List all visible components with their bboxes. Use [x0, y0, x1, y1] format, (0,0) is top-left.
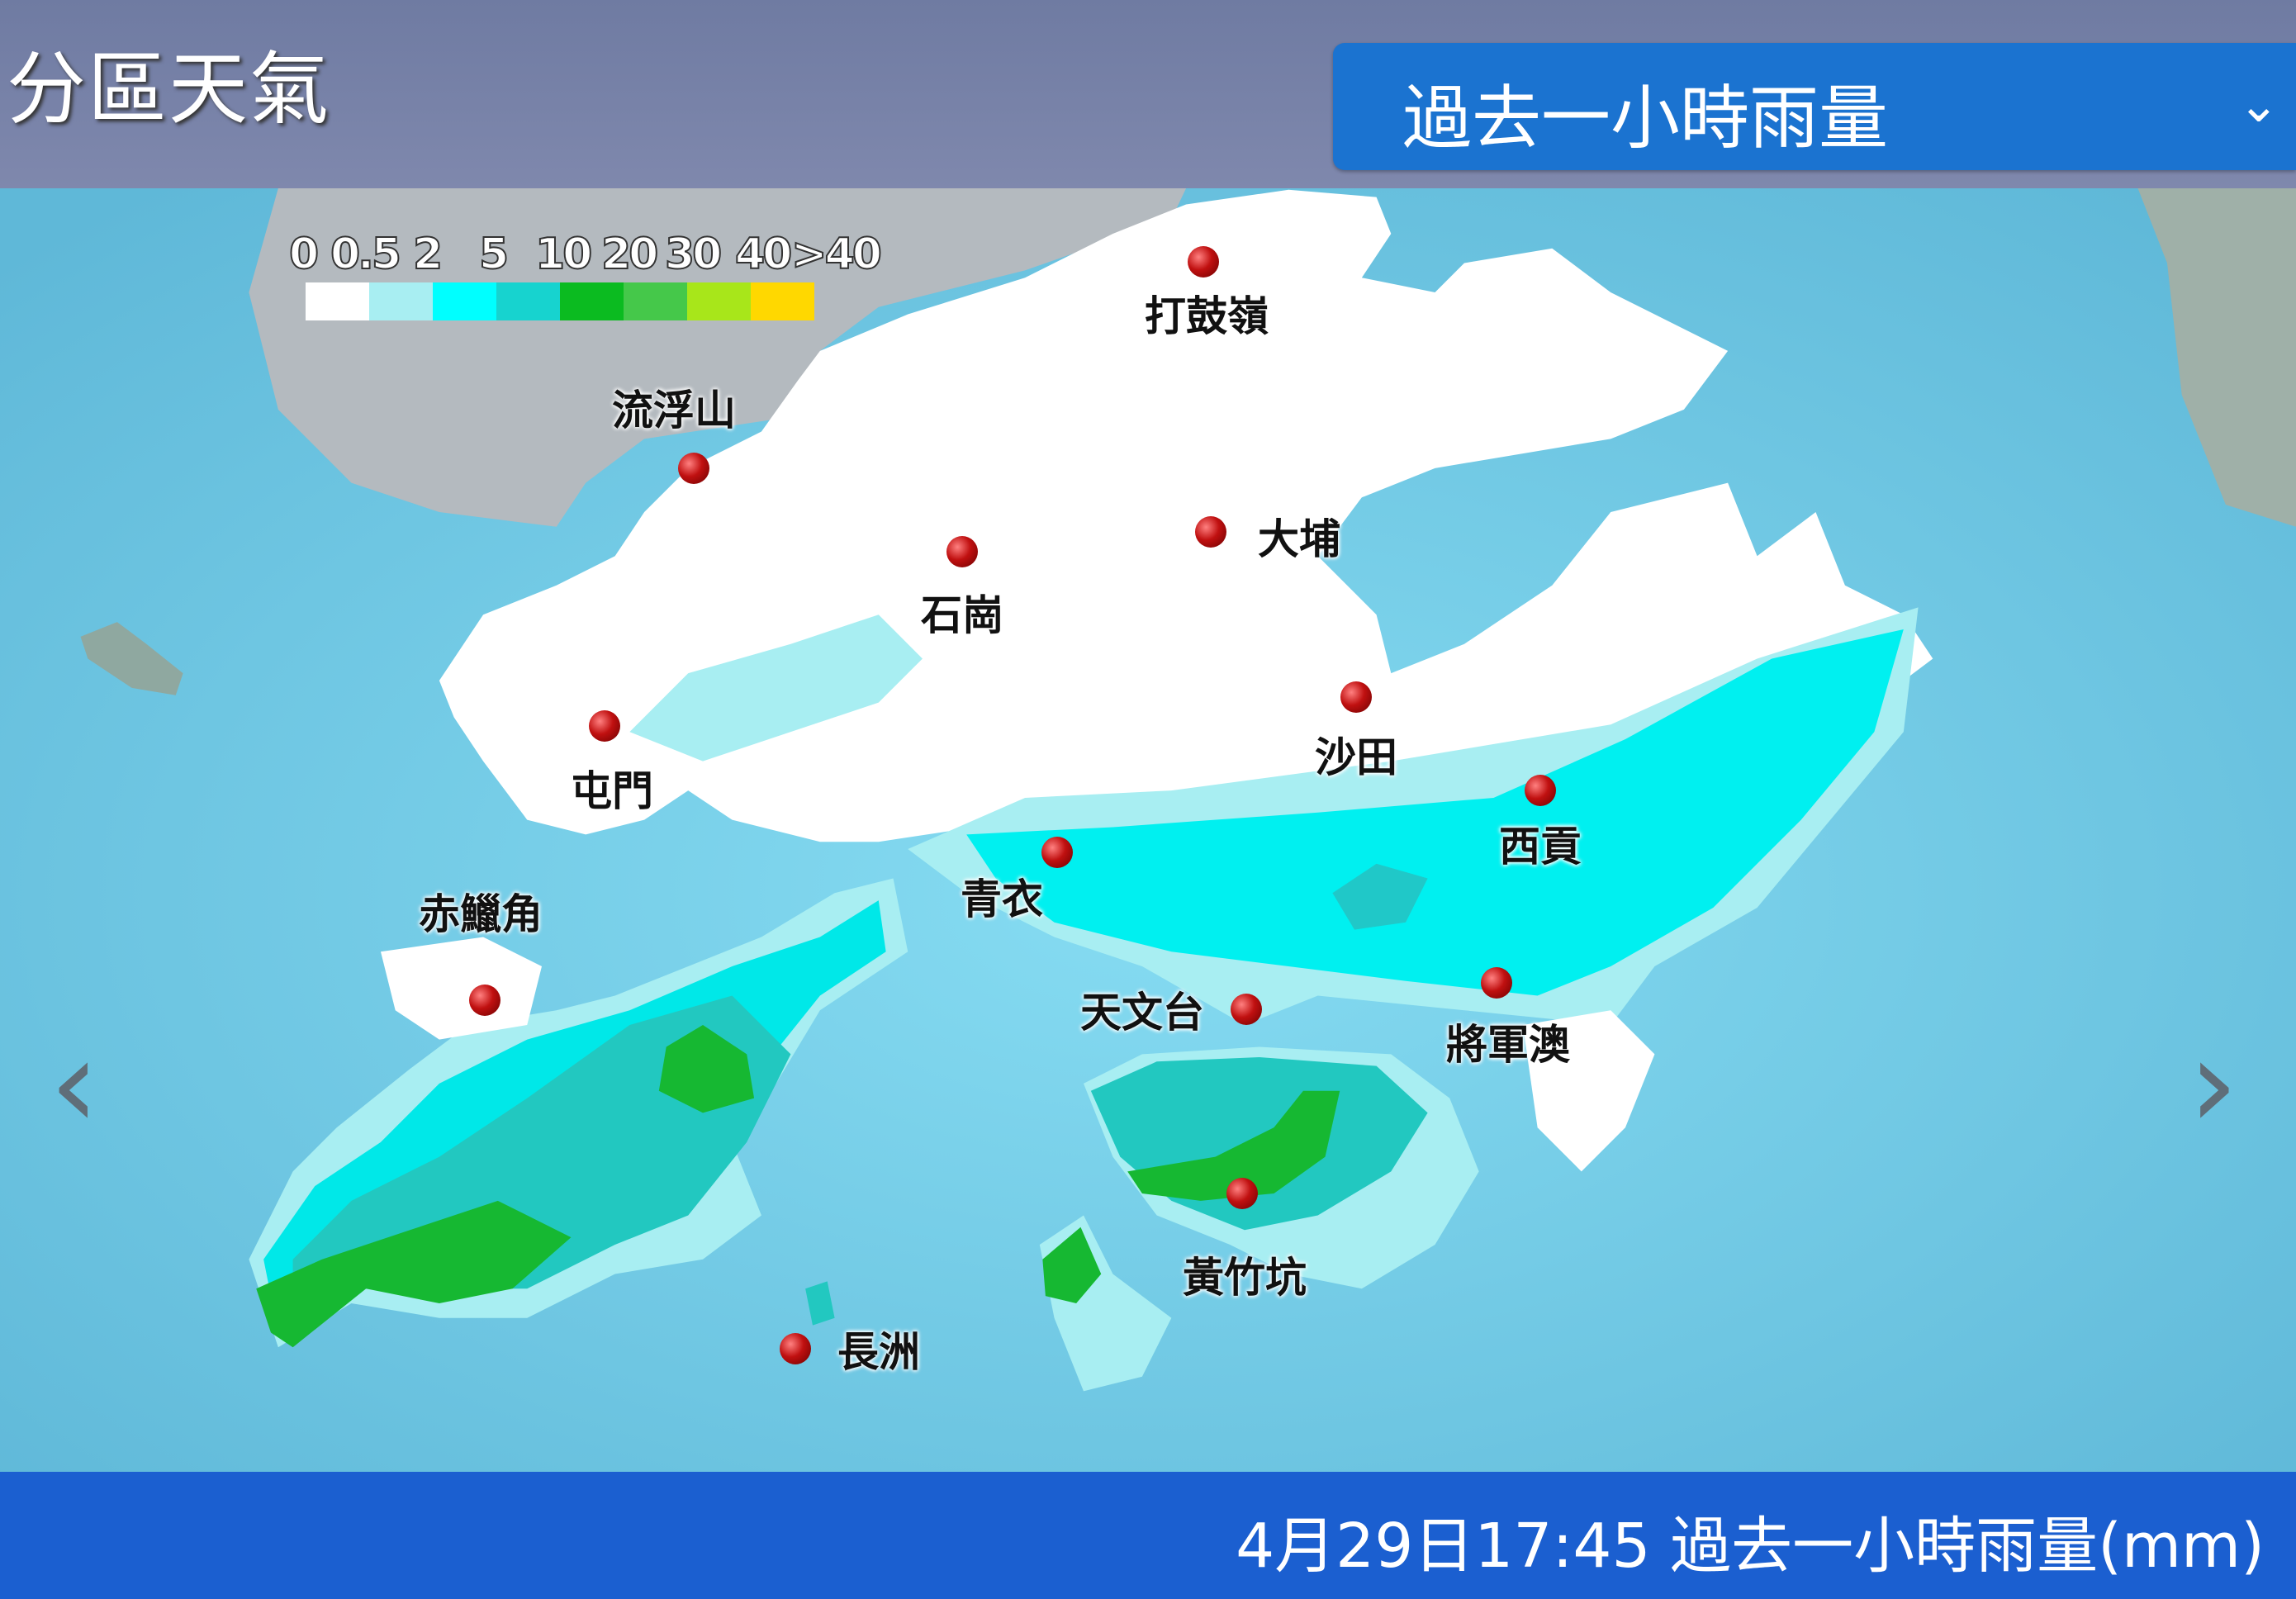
- legend-swatch: [687, 282, 751, 320]
- legend-label: >40: [790, 229, 883, 280]
- product-select[interactable]: 過去一小時雨量 ⌄: [1333, 43, 2296, 170]
- station-label: 大埔: [1258, 515, 1340, 563]
- legend-label: 5: [478, 229, 510, 280]
- station-label: 長洲: [837, 1328, 920, 1376]
- legend-label: 10: [534, 229, 593, 280]
- lantau-rain-green-peak: [658, 1024, 755, 1113]
- station-label: 天文台: [1080, 989, 1204, 1037]
- map-graphic: [0, 188, 2296, 1472]
- station-label: 打鼓嶺: [1145, 292, 1269, 340]
- footer-bar: 4月29日17:45 過去一小時雨量(mm): [0, 1472, 2296, 1599]
- legend-swatch: [560, 282, 624, 320]
- station-dot-icon[interactable]: [1041, 837, 1073, 868]
- station-dot-icon[interactable]: [946, 536, 978, 567]
- tko-land: [1522, 1010, 1655, 1172]
- legend-label: 30: [664, 229, 723, 280]
- rain-zone-teal: [1332, 863, 1428, 930]
- legend-label: 0.5: [330, 229, 402, 280]
- station-dot-icon[interactable]: [1195, 516, 1226, 548]
- legend-swatch: [496, 282, 560, 320]
- station-dot-icon[interactable]: [1226, 1178, 1258, 1209]
- station-label: 黃竹坑: [1183, 1254, 1307, 1302]
- legend-color-bar: [306, 282, 884, 320]
- legend-label: 20: [600, 229, 659, 280]
- station-dot-icon[interactable]: [1340, 681, 1372, 713]
- chevron-down-icon: ⌄: [2237, 76, 2279, 134]
- chevron-left-icon[interactable]: ‹: [50, 1013, 99, 1156]
- map-caption: 4月29日17:45 過去一小時雨量(mm): [1236, 1511, 2265, 1582]
- header-bar: 分區天氣 過去一小時雨量 ⌄: [0, 0, 2296, 188]
- light-rain-zone: [629, 614, 923, 762]
- station-dot-icon[interactable]: [469, 985, 500, 1016]
- station-dot-icon[interactable]: [1188, 246, 1219, 278]
- east-land: [2137, 188, 2296, 527]
- legend-swatch: [306, 282, 369, 320]
- page-title: 分區天氣: [7, 43, 330, 135]
- station-dot-icon[interactable]: [678, 453, 709, 484]
- rainfall-legend: 0 0.5 2 5 10 20 30 40 >40: [288, 229, 884, 320]
- legend-swatch: [751, 282, 814, 320]
- legend-swatch: [433, 282, 496, 320]
- product-select-value: 過去一小時雨量: [1402, 78, 1889, 159]
- station-label: 西貢: [1499, 823, 1582, 871]
- legend-label: 2: [412, 229, 444, 280]
- legend-label: 40: [734, 229, 793, 280]
- station-label: 流浮山: [612, 387, 736, 434]
- station-label: 石崗: [921, 591, 1003, 639]
- hk-island-green: [1127, 1090, 1340, 1201]
- legend-swatch: [369, 282, 433, 320]
- lamma-green: [1042, 1227, 1102, 1303]
- station-label: 赤鱲角: [419, 890, 543, 938]
- legend-swatch: [624, 282, 687, 320]
- station-dot-icon[interactable]: [780, 1333, 811, 1364]
- station-label: 沙田: [1315, 733, 1397, 781]
- station-dot-icon[interactable]: [1481, 967, 1512, 999]
- chevron-right-icon[interactable]: ›: [2189, 1013, 2238, 1156]
- legend-label: 0: [288, 229, 320, 280]
- mainland-land: [249, 188, 1187, 527]
- station-label: 屯門: [571, 767, 653, 815]
- rain-zone-cyan: [966, 629, 1904, 996]
- cheung-chau: [805, 1281, 835, 1326]
- chek-lap-kok: [380, 937, 542, 1040]
- station-dot-icon[interactable]: [1231, 994, 1262, 1025]
- rainfall-map: 0 0.5 2 5 10 20 30 40 >40 打鼓嶺流浮山石崗 大埔沙田屯門…: [0, 188, 2296, 1472]
- station-label: 將軍澳: [1446, 1021, 1570, 1069]
- station-dot-icon[interactable]: [1525, 775, 1556, 806]
- station-dot-icon[interactable]: [589, 710, 620, 742]
- island-west: [80, 622, 183, 695]
- station-label: 青衣: [961, 875, 1043, 923]
- lantau-rain-green: [256, 1200, 572, 1348]
